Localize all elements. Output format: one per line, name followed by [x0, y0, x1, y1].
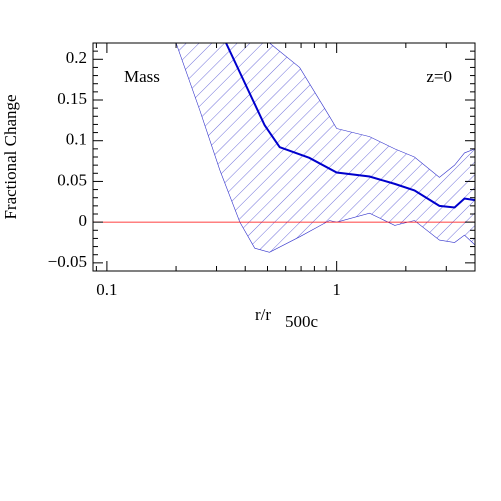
y-tick-label: 0.1 — [66, 130, 87, 149]
annotation: z=0 — [426, 67, 452, 86]
x-axis-label-sub: 500c — [285, 312, 319, 331]
annotation: Mass — [124, 67, 160, 86]
plot-area — [93, 43, 475, 253]
y-tick-label: 0 — [79, 211, 88, 230]
x-tick-label: 0.1 — [96, 280, 117, 299]
y-tick-label: 0.2 — [66, 48, 87, 67]
y-tick-label: 0.05 — [57, 170, 87, 189]
y-tick-label: −0.05 — [48, 252, 87, 271]
line-series — [225, 43, 475, 209]
y-tick-label: 0.15 — [57, 89, 87, 108]
x-axis-label: r/r — [255, 305, 271, 324]
y-axis-label: Fractional Change — [1, 94, 20, 219]
x-tick-label: 1 — [332, 280, 341, 299]
